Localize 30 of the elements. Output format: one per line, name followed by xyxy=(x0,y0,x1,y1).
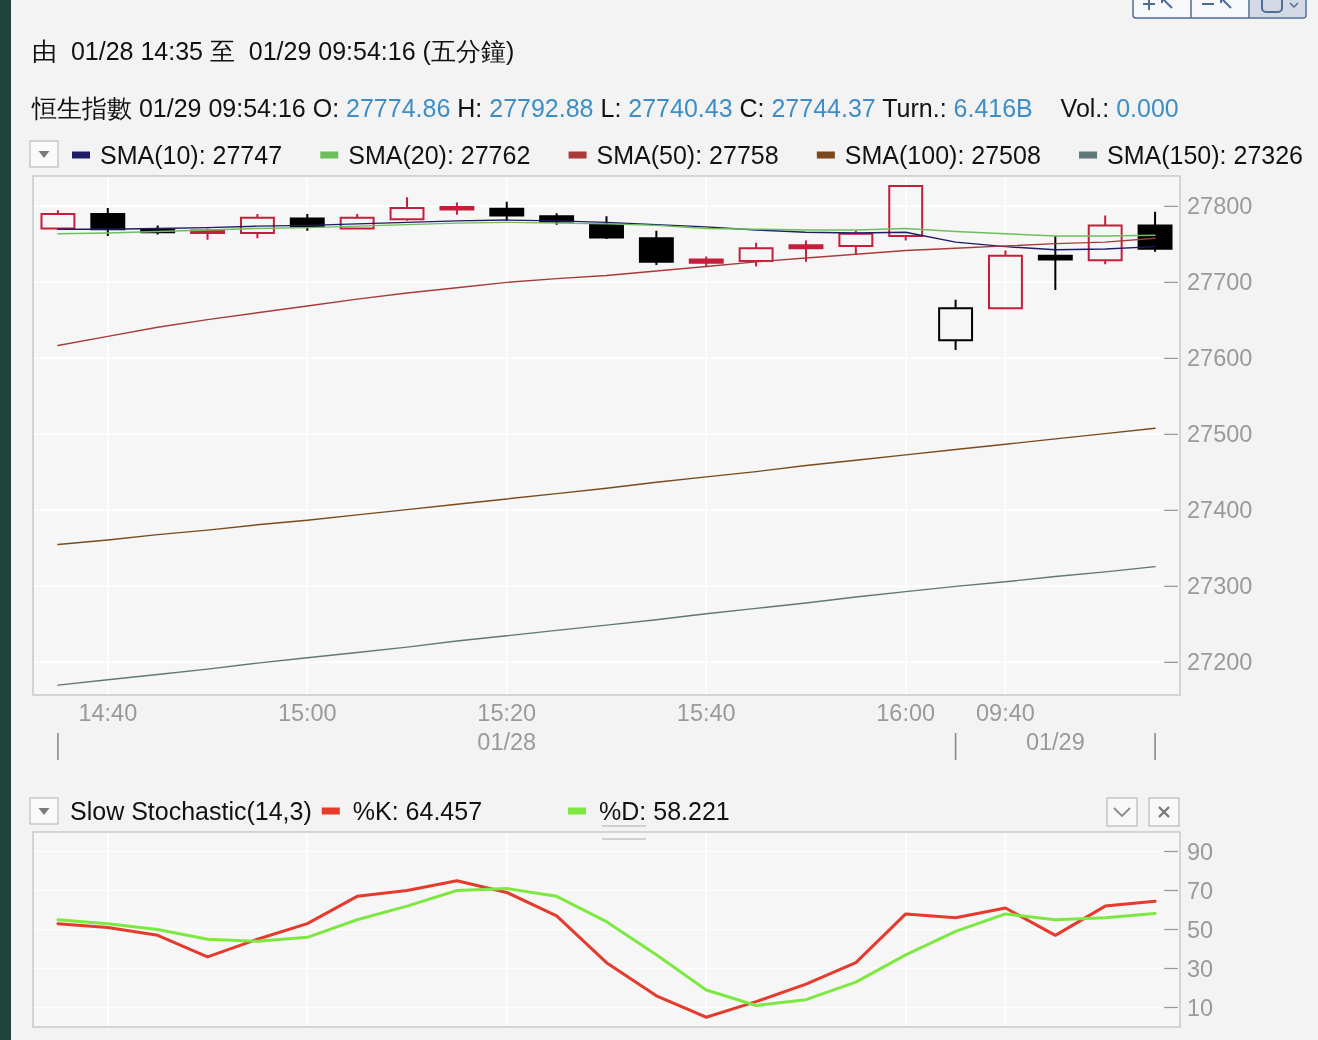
y-tick-label: 90 xyxy=(1187,838,1214,865)
legend-label: SMA(150): 27326 xyxy=(1107,141,1303,169)
legend-label: %D: 58.221 xyxy=(599,797,730,825)
x-tick-label: 15:20 xyxy=(477,700,537,726)
x-tick-label: 15:40 xyxy=(676,700,736,726)
x-tick-label: 16:00 xyxy=(876,700,936,726)
y-tick-label: 27800 xyxy=(1187,193,1253,220)
y-tick-label: 27700 xyxy=(1187,269,1253,296)
x-tick-label: 15:00 xyxy=(277,700,337,726)
y-tick-label: 27200 xyxy=(1187,649,1253,676)
y-tick-label: 10 xyxy=(1187,994,1214,1021)
text: 恒生指數 01/29 09:54:16 O: 27774.86 H: 27792.88 L: 27740.43 C: 27744.37 Turn.: 6.416B Vol.: 0.000 xyxy=(32,94,1179,122)
y-tick-label: 50 xyxy=(1187,916,1214,943)
legend-label: %K: 64.457 xyxy=(352,797,483,825)
y-tick-label: 27600 xyxy=(1187,345,1253,372)
legend-label: SMA(10): 27747 xyxy=(100,141,283,169)
x-tick-label: 09:40 xyxy=(976,700,1035,726)
legend-label: SMA(20): 27762 xyxy=(348,141,531,169)
y-tick-label: 27500 xyxy=(1187,421,1253,448)
y-tick-label: 27300 xyxy=(1187,573,1253,600)
text: 01/28 xyxy=(477,729,537,755)
y-tick-label: 70 xyxy=(1187,877,1214,904)
y-tick-label: 27400 xyxy=(1187,497,1253,524)
legend-label: SMA(50): 27758 xyxy=(596,141,779,169)
legend-title: Slow Stochastic(14,3) xyxy=(70,797,312,825)
y-tick-label: 30 xyxy=(1187,955,1214,982)
x-tick-label: 14:40 xyxy=(78,700,138,726)
chart-title: 由 01/28 14:35 至 01/29 09:54:16 (五分鐘) xyxy=(32,37,515,65)
legend-label: SMA(100): 27508 xyxy=(844,141,1041,169)
text: 01/29 xyxy=(1025,729,1085,755)
